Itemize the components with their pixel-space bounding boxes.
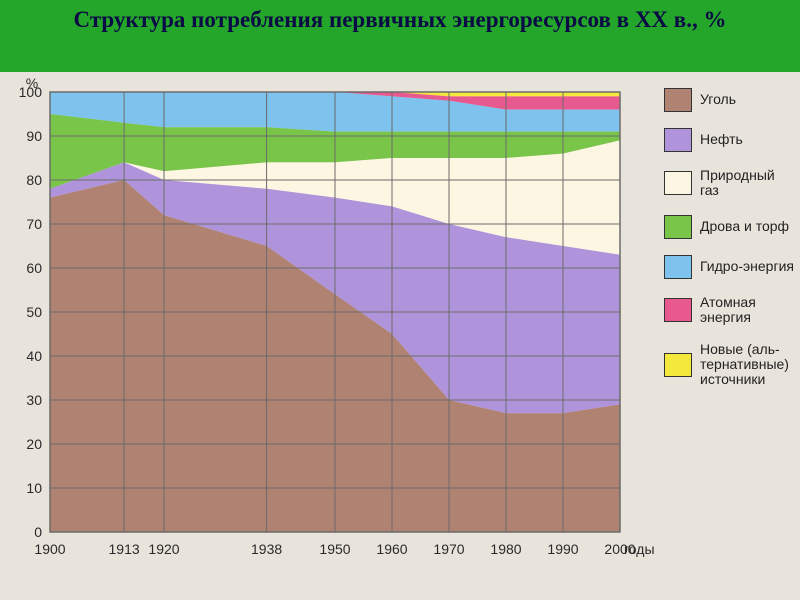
legend: Уголь Нефть Природный газ Дрова и торф Гидро… [664, 88, 794, 388]
y-tick-label: 50 [26, 304, 42, 320]
legend-item-hydro: Гидро-энергия [664, 255, 794, 279]
legend-label: Атомная энергия [700, 295, 794, 326]
title-text: Структура потребления первичных энергоре… [74, 7, 727, 32]
y-tick-label: 40 [26, 348, 42, 364]
y-tick-label: 30 [26, 392, 42, 408]
legend-item-nuclear: Атомная энергия [664, 295, 794, 326]
x-axis-unit: годы [624, 541, 655, 557]
legend-item-coal: Уголь [664, 88, 794, 112]
legend-item-wood: Дрова и торф [664, 215, 794, 239]
y-tick-label: 80 [26, 172, 42, 188]
x-tick-label: 1990 [547, 541, 578, 557]
y-tick-label: 90 [26, 128, 42, 144]
legend-label: Природный газ [700, 168, 794, 199]
y-tick-label: 70 [26, 216, 42, 232]
x-tick-label: 1970 [433, 541, 464, 557]
legend-label: Дрова и торф [700, 219, 789, 234]
x-tick-label: 1950 [319, 541, 350, 557]
x-tick-label: 1960 [376, 541, 407, 557]
legend-item-oil: Нефть [664, 128, 794, 152]
x-tick-label: 1913 [109, 541, 140, 557]
legend-swatch [664, 298, 692, 322]
y-tick-label: 20 [26, 436, 42, 452]
chart-container: 0102030405060708090100190019131920193819… [0, 72, 800, 600]
legend-label: Гидро-энергия [700, 259, 794, 274]
x-tick-label: 1900 [34, 541, 65, 557]
legend-label: Нефть [700, 132, 743, 147]
x-tick-label: 1980 [490, 541, 521, 557]
legend-swatch [664, 215, 692, 239]
y-tick-label: 10 [26, 480, 42, 496]
legend-label: Новые (аль-тернативные) источники [700, 342, 794, 388]
legend-swatch [664, 255, 692, 279]
legend-swatch [664, 128, 692, 152]
legend-swatch [664, 88, 692, 112]
legend-item-alt: Новые (аль-тернативные) источники [664, 342, 794, 388]
legend-swatch [664, 353, 692, 377]
y-tick-label: 60 [26, 260, 42, 276]
legend-label: Уголь [700, 92, 736, 107]
y-tick-label: 0 [34, 524, 42, 540]
x-tick-label: 1938 [251, 541, 282, 557]
legend-item-gas: Природный газ [664, 168, 794, 199]
y-axis-unit: % [26, 75, 38, 91]
page-title: Структура потребления первичных энергоре… [0, 0, 800, 72]
x-tick-label: 1920 [148, 541, 179, 557]
legend-swatch [664, 171, 692, 195]
